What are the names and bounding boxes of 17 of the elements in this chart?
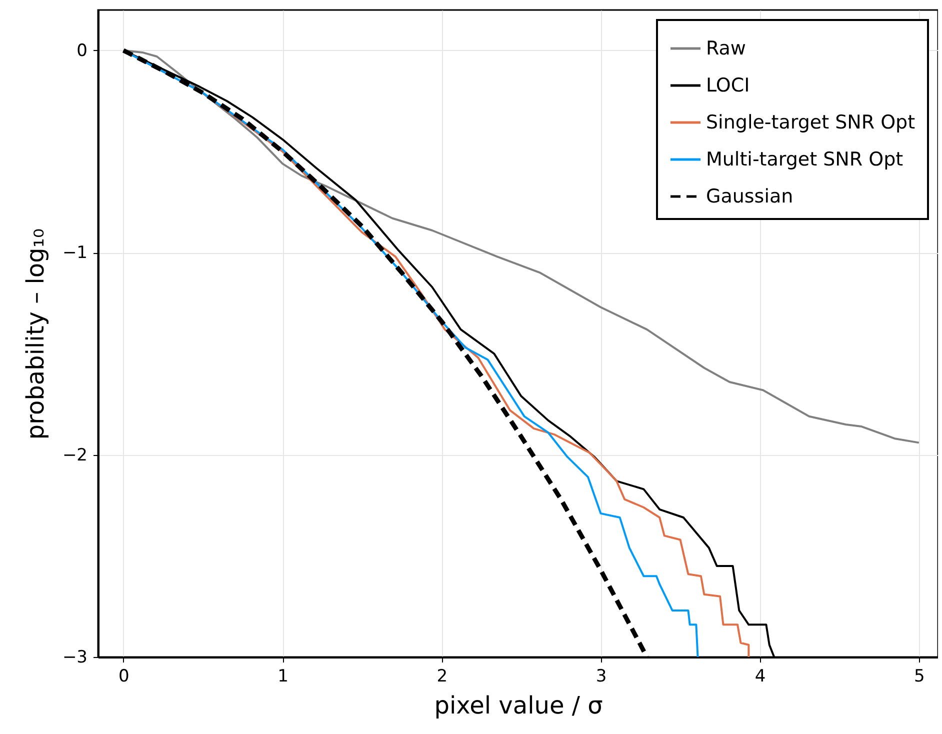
y-tick-label: −1: [62, 243, 88, 264]
x-tick-label: 5: [914, 666, 925, 686]
x-tick-label: 1: [278, 666, 288, 686]
x-tick-label: 0: [118, 666, 130, 686]
x-tick-label: 2: [436, 666, 448, 686]
x-tick-label: 3: [596, 666, 607, 686]
legend-label: Multi-target SNR Opt: [706, 148, 904, 170]
x-axis-title: pixel value / σ: [434, 692, 603, 720]
y-axis-title: probability – log₁₀: [21, 228, 50, 440]
legend-label: LOCI: [706, 74, 750, 96]
legend-label: Single-target SNR Opt: [706, 112, 916, 134]
x-tick-label: 4: [754, 666, 766, 686]
y-tick-label: −2: [62, 445, 88, 466]
legend-label: Gaussian: [706, 186, 794, 208]
y-tick-label: 0: [76, 40, 88, 61]
y-tick-label: −3: [62, 648, 88, 668]
legend-label: Raw: [706, 38, 746, 60]
